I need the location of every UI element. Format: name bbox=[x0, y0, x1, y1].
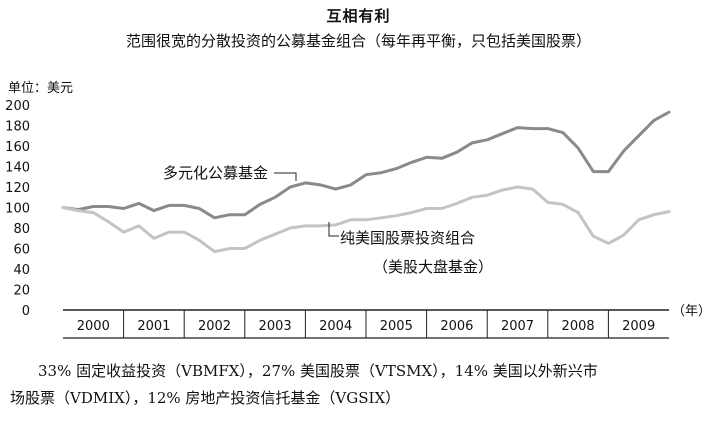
y-tick-label: 20 bbox=[13, 284, 30, 299]
annotation-diversified: 多元化公募基金 bbox=[163, 164, 268, 182]
chart-subtitle: 范围很宽的分散投资的公募基金组合（每年再平衡，只包括美国股票） bbox=[125, 32, 591, 50]
portfolio-composition-note: 33% 固定收益投资（VBMFX），27% 美国股票（VTSMX），14% 美国… bbox=[10, 358, 710, 412]
y-tick-label: 160 bbox=[5, 140, 30, 155]
y-axis: 0 20 40 60 80 100 120 140 160 180 200 bbox=[5, 99, 30, 319]
y-tick-label: 80 bbox=[13, 222, 30, 237]
y-tick-label: 200 bbox=[5, 99, 30, 114]
x-tick-label: 2003 bbox=[259, 319, 292, 334]
note-line-1: 33% 固定收益投资（VBMFX），27% 美国股票（VTSMX），14% 美国… bbox=[38, 362, 598, 380]
x-axis-unit-label: （年） bbox=[672, 304, 711, 319]
y-tick-label: 100 bbox=[5, 202, 30, 217]
series-lines bbox=[61, 110, 671, 254]
x-tick-label: 2006 bbox=[440, 319, 473, 334]
y-tick-label: 180 bbox=[5, 120, 30, 135]
series-line-diversified bbox=[61, 110, 671, 220]
x-tick-label: 2007 bbox=[501, 319, 534, 334]
x-tick-label: 2005 bbox=[380, 319, 413, 334]
y-axis-unit-label: 单位：美元 bbox=[8, 81, 74, 96]
y-tick-label: 140 bbox=[5, 161, 30, 176]
x-tick-label: 2001 bbox=[137, 319, 170, 334]
chart-title: 互相有利 bbox=[326, 7, 391, 25]
x-tick-label: 2009 bbox=[622, 319, 655, 334]
x-tick-label: 2004 bbox=[319, 319, 352, 334]
x-tick-label: 2000 bbox=[77, 319, 110, 334]
series-line-us-only bbox=[61, 185, 671, 254]
note-line-2: 场股票（VDMIX），12% 房地产投资信托基金（VGSIX） bbox=[10, 389, 401, 407]
annotation-us-only: 纯美国股票投资组合 bbox=[340, 229, 475, 247]
y-tick-label: 0 bbox=[22, 304, 30, 319]
annotation-leader-diversified bbox=[274, 172, 297, 181]
y-tick-label: 60 bbox=[13, 243, 30, 258]
x-tick-label: 2002 bbox=[198, 319, 231, 334]
x-tick-label: 2008 bbox=[562, 319, 595, 334]
annotation-leader-us-only bbox=[328, 222, 339, 237]
annotations: 多元化公募基金 纯美国股票投资组合 （美股大盘基金） bbox=[163, 164, 493, 276]
x-axis: 2000 2001 2002 2003 2004 2005 2006 2007 2008 2009 bbox=[77, 310, 655, 338]
annotation-us-only-sub: （美股大盘基金） bbox=[373, 258, 493, 276]
y-tick-label: 120 bbox=[5, 181, 30, 196]
line-chart: 0 20 40 60 80 100 120 140 160 180 200 2000 2001 2002… bbox=[5, 99, 711, 339]
y-tick-label: 40 bbox=[13, 263, 30, 278]
